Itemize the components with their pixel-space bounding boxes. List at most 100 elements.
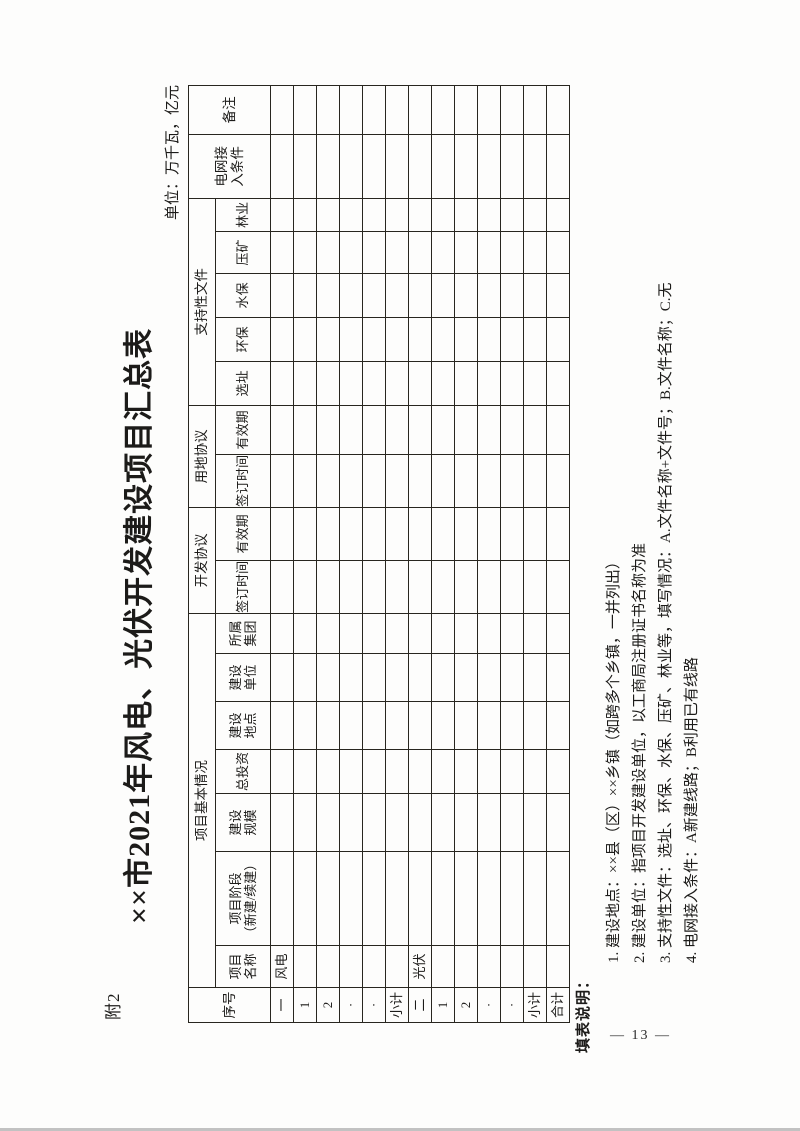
col-header-dev-sign-time: 签订时间 — [215, 560, 271, 614]
data-cell — [362, 701, 386, 750]
table-row: · — [500, 85, 524, 1023]
data-cell — [385, 560, 409, 614]
data-cell — [339, 85, 363, 135]
data-cell — [270, 198, 294, 232]
data-cell — [431, 793, 455, 852]
data-cell — [270, 454, 294, 508]
data-cell — [477, 507, 501, 561]
data-cell — [431, 749, 455, 794]
data-cell — [362, 851, 386, 946]
data-cell — [408, 701, 432, 750]
data-cell — [500, 793, 524, 852]
table-row: · — [362, 85, 386, 1023]
data-cell — [316, 613, 340, 654]
data-cell — [477, 85, 501, 135]
data-cell — [270, 273, 294, 318]
data-cell — [500, 405, 524, 455]
project-name-cell: 风电 — [270, 945, 294, 988]
data-cell — [523, 454, 547, 508]
data-cell — [316, 273, 340, 318]
data-cell — [339, 701, 363, 750]
data-cell — [431, 613, 455, 654]
data-cell — [500, 613, 524, 654]
data-cell — [316, 454, 340, 508]
group-header-land-agreement: 用地协议 — [188, 405, 216, 508]
grid-connection-line1: 电网接 — [213, 146, 229, 187]
data-cell — [546, 198, 570, 232]
data-cell — [339, 317, 363, 362]
data-cell — [385, 405, 409, 455]
data-cell — [454, 361, 478, 406]
data-cell — [431, 134, 455, 199]
table-row: 1 — [293, 85, 317, 1023]
data-cell — [431, 560, 455, 614]
data-cell — [546, 653, 570, 702]
data-cell — [316, 793, 340, 852]
project-name-cell — [431, 945, 455, 988]
data-cell — [270, 793, 294, 852]
data-cell — [431, 361, 455, 406]
data-cell — [408, 653, 432, 702]
seq-cell: · — [339, 987, 363, 1023]
data-cell — [270, 613, 294, 654]
seq-cell: 一 — [270, 987, 294, 1023]
data-cell — [316, 405, 340, 455]
data-cell — [362, 231, 386, 274]
data-cell — [500, 749, 524, 794]
data-cell — [385, 361, 409, 406]
data-cell — [500, 653, 524, 702]
data-cell — [408, 405, 432, 455]
data-cell — [316, 198, 340, 232]
table-row: 合计 — [546, 85, 570, 1023]
data-cell — [454, 85, 478, 135]
data-cell — [270, 134, 294, 199]
data-cell — [431, 405, 455, 455]
instruction-item: 1. 建设地点：××县（区）××乡镇（如跨多个乡镇，一并列出） — [606, 554, 622, 963]
data-cell — [500, 361, 524, 406]
data-cell — [362, 454, 386, 508]
seq-cell: 2 — [454, 987, 478, 1023]
data-cell — [546, 793, 570, 852]
data-cell — [523, 134, 547, 199]
label-line: 林业 — [235, 201, 251, 228]
scan-edge-artifact — [0, 1128, 800, 1131]
data-cell — [293, 507, 317, 561]
instructions-heading: 填表说明： — [576, 972, 592, 1053]
data-cell — [408, 198, 432, 232]
data-cell — [523, 361, 547, 406]
data-cell — [500, 85, 524, 135]
data-cell — [270, 507, 294, 561]
table-row: 小计 — [523, 85, 547, 1023]
page-title: ××市2021年风电、光伏开发建设项目汇总表 — [123, 327, 156, 925]
data-cell — [316, 851, 340, 946]
project-name-cell: 光伏 — [408, 945, 432, 988]
data-cell — [454, 613, 478, 654]
label-line: 有效期 — [235, 514, 251, 554]
table-row: 2 — [454, 85, 478, 1023]
data-cell — [362, 749, 386, 794]
data-cell — [362, 198, 386, 232]
data-cell — [431, 85, 455, 135]
project-name-cell — [500, 945, 524, 988]
data-cell — [408, 454, 432, 508]
data-cell — [546, 851, 570, 946]
data-cell — [339, 749, 363, 794]
data-cell — [316, 749, 340, 794]
label-line: 所属 — [227, 620, 243, 647]
data-cell — [523, 507, 547, 561]
project-name-cell — [385, 945, 409, 988]
project-name-cell — [339, 945, 363, 988]
data-cell — [546, 454, 570, 508]
data-cell — [546, 560, 570, 614]
data-cell — [454, 507, 478, 561]
col-header-mining: 压矿 — [215, 231, 271, 274]
data-cell — [408, 85, 432, 135]
label-line: 建设 — [227, 664, 243, 691]
data-cell — [477, 793, 501, 852]
label-line: 集团 — [243, 620, 258, 647]
col-header-project-phase: 项目阶段 （新建/续建） — [215, 851, 271, 946]
data-cell — [454, 317, 478, 362]
label-line: 名称 — [243, 953, 258, 980]
label-line: 环保 — [235, 326, 251, 353]
data-cell — [385, 613, 409, 654]
